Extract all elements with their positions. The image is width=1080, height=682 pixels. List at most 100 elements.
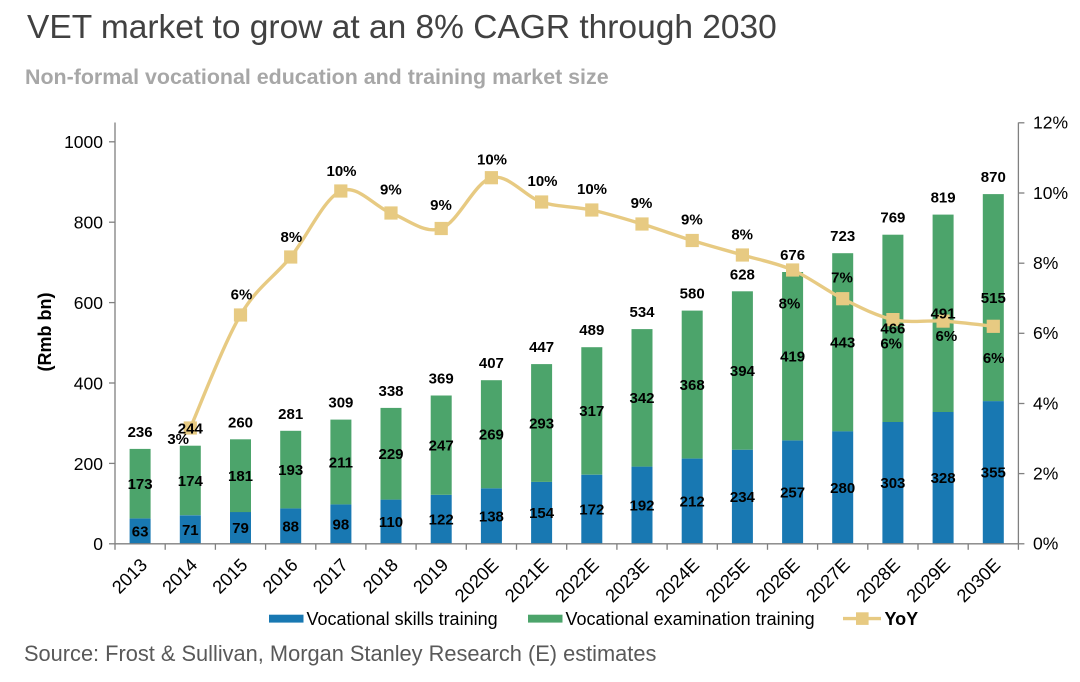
svg-text:280: 280 <box>830 480 855 497</box>
svg-text:723: 723 <box>830 228 855 245</box>
svg-text:88: 88 <box>282 518 299 535</box>
svg-text:355: 355 <box>981 465 1006 482</box>
svg-text:257: 257 <box>780 484 805 501</box>
svg-text:9%: 9% <box>631 195 653 212</box>
svg-text:260: 260 <box>228 414 253 431</box>
svg-text:172: 172 <box>579 502 604 519</box>
svg-text:394: 394 <box>730 363 756 380</box>
svg-text:269: 269 <box>479 427 504 444</box>
svg-text:1000: 1000 <box>64 132 103 152</box>
svg-text:8%: 8% <box>1033 253 1058 273</box>
svg-text:2021E: 2021E <box>500 554 552 606</box>
svg-text:4%: 4% <box>1033 393 1058 413</box>
svg-text:122: 122 <box>429 512 454 529</box>
svg-text:3%: 3% <box>167 431 189 448</box>
svg-text:10%: 10% <box>577 181 607 198</box>
svg-text:400: 400 <box>74 373 103 393</box>
svg-text:491: 491 <box>931 306 956 323</box>
svg-text:6%: 6% <box>231 286 253 303</box>
svg-text:2024E: 2024E <box>651 554 703 606</box>
svg-text:2014: 2014 <box>158 554 202 598</box>
svg-text:0: 0 <box>93 534 103 554</box>
svg-text:819: 819 <box>931 190 956 207</box>
svg-text:2023E: 2023E <box>601 554 653 606</box>
svg-text:2030E: 2030E <box>952 554 1004 606</box>
svg-text:Vocational skills training: Vocational skills training <box>307 609 498 629</box>
svg-text:8%: 8% <box>731 227 753 244</box>
svg-text:10%: 10% <box>477 151 507 168</box>
svg-text:2025E: 2025E <box>701 554 753 606</box>
svg-text:212: 212 <box>680 494 705 511</box>
svg-text:2028E: 2028E <box>852 554 904 606</box>
svg-text:2%: 2% <box>1033 464 1058 484</box>
svg-text:281: 281 <box>278 406 303 423</box>
svg-text:192: 192 <box>629 498 654 515</box>
svg-text:236: 236 <box>128 424 153 441</box>
svg-text:419: 419 <box>780 349 805 366</box>
svg-text:676: 676 <box>780 247 805 264</box>
svg-text:368: 368 <box>680 377 705 394</box>
svg-text:154: 154 <box>529 505 555 522</box>
svg-text:8%: 8% <box>281 229 303 246</box>
svg-text:10%: 10% <box>1033 183 1068 203</box>
svg-text:466: 466 <box>880 321 905 338</box>
svg-text:0%: 0% <box>1033 534 1058 554</box>
svg-text:244: 244 <box>178 421 204 438</box>
svg-text:338: 338 <box>378 383 403 400</box>
svg-text:6%: 6% <box>880 336 902 353</box>
svg-text:369: 369 <box>429 371 454 388</box>
svg-text:8%: 8% <box>779 296 801 313</box>
svg-text:79: 79 <box>232 520 249 537</box>
svg-text:769: 769 <box>880 210 905 227</box>
svg-text:174: 174 <box>178 473 204 490</box>
svg-text:6%: 6% <box>936 328 958 345</box>
svg-text:447: 447 <box>529 339 554 356</box>
svg-text:173: 173 <box>128 476 153 493</box>
svg-text:9%: 9% <box>430 197 452 214</box>
svg-text:580: 580 <box>680 286 705 303</box>
svg-text:211: 211 <box>329 454 353 471</box>
svg-text:9%: 9% <box>681 211 703 228</box>
svg-text:Vocational examination trainin: Vocational examination training <box>566 609 815 629</box>
svg-text:247: 247 <box>429 437 454 454</box>
svg-text:870: 870 <box>981 169 1006 186</box>
svg-text:98: 98 <box>333 516 350 533</box>
svg-text:234: 234 <box>730 489 756 506</box>
svg-text:407: 407 <box>479 355 504 372</box>
svg-text:138: 138 <box>479 508 504 525</box>
svg-text:(Rmb bn): (Rmb bn) <box>35 293 55 372</box>
svg-text:800: 800 <box>74 213 103 233</box>
svg-text:443: 443 <box>830 335 855 352</box>
svg-text:6%: 6% <box>1033 323 1058 343</box>
svg-text:2027E: 2027E <box>801 554 853 606</box>
svg-text:303: 303 <box>880 475 905 492</box>
svg-text:2026E: 2026E <box>751 554 803 606</box>
svg-text:2017: 2017 <box>308 554 352 598</box>
svg-text:534: 534 <box>629 304 655 321</box>
svg-text:12%: 12% <box>1033 113 1068 133</box>
svg-text:489: 489 <box>579 322 604 339</box>
svg-text:7%: 7% <box>831 270 853 287</box>
svg-text:2013: 2013 <box>108 554 152 598</box>
svg-text:293: 293 <box>529 415 554 432</box>
svg-text:229: 229 <box>378 446 403 463</box>
svg-text:309: 309 <box>328 395 353 412</box>
svg-text:9%: 9% <box>380 181 402 198</box>
svg-text:600: 600 <box>74 293 103 313</box>
svg-text:10%: 10% <box>326 163 356 180</box>
svg-text:200: 200 <box>74 454 103 474</box>
svg-text:63: 63 <box>132 523 149 540</box>
svg-text:181: 181 <box>228 468 253 485</box>
svg-text:71: 71 <box>182 522 199 539</box>
svg-text:2016: 2016 <box>258 554 302 598</box>
svg-text:628: 628 <box>730 266 755 283</box>
svg-text:193: 193 <box>278 462 303 479</box>
svg-text:515: 515 <box>981 290 1006 307</box>
svg-text:2020E: 2020E <box>450 554 502 606</box>
svg-text:317: 317 <box>579 403 604 420</box>
svg-text:2015: 2015 <box>208 554 252 598</box>
svg-text:2019: 2019 <box>409 554 453 598</box>
svg-text:YoY: YoY <box>885 609 919 629</box>
svg-text:2018: 2018 <box>358 554 402 598</box>
svg-text:328: 328 <box>931 470 956 487</box>
